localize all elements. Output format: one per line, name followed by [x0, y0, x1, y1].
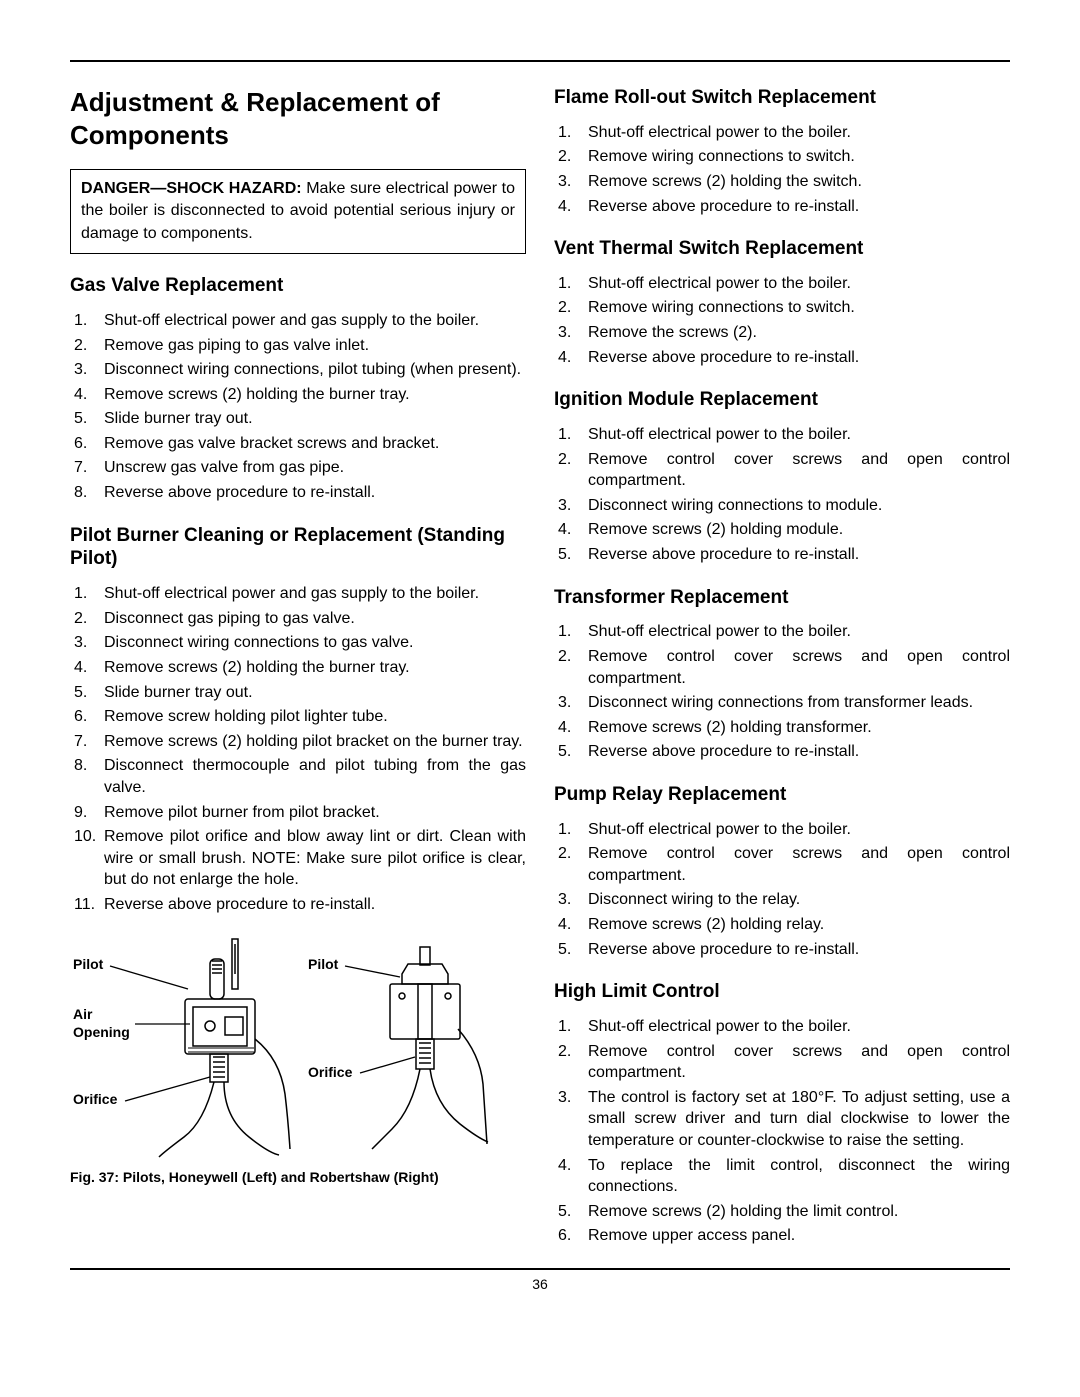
step: Remove control cover screws and open con… — [554, 1041, 1010, 1084]
section-title: High Limit Control — [554, 980, 1010, 1004]
fig-label-orifice: Orifice — [73, 1091, 118, 1107]
step: Disconnect wiring connections from trans… — [554, 692, 1010, 714]
main-title: Adjustment & Replacement of Components — [70, 86, 526, 151]
steps-list: Shut-off electrical power to the boiler.… — [554, 424, 1010, 566]
left-column: Adjustment & Replacement of Components D… — [70, 86, 526, 1250]
step: Shut-off electrical power and gas supply… — [70, 583, 526, 605]
step: Disconnect wiring connections to gas val… — [70, 632, 526, 654]
step: Remove pilot burner from pilot bracket. — [70, 802, 526, 824]
steps-list: Shut-off electrical power to the boiler.… — [554, 1016, 1010, 1247]
step: Reverse above procedure to re-install. — [554, 347, 1010, 369]
steps-list: Shut-off electrical power to the boiler.… — [554, 122, 1010, 217]
step: Slide burner tray out. — [70, 682, 526, 704]
page-top-rule — [70, 60, 1010, 62]
two-column-layout: Adjustment & Replacement of Components D… — [70, 86, 1010, 1250]
step: Remove the screws (2). — [554, 322, 1010, 344]
step: Remove wiring connections to switch. — [554, 297, 1010, 319]
steps-list: Shut-off electrical power to the boiler.… — [554, 621, 1010, 763]
steps-list: Shut-off electrical power to the boiler.… — [554, 273, 1010, 368]
step: Reverse above procedure to re-install. — [554, 196, 1010, 218]
step: Reverse above procedure to re-install. — [70, 482, 526, 504]
section-title: Gas Valve Replacement — [70, 274, 526, 298]
step: Reverse above procedure to re-install. — [554, 939, 1010, 961]
step: Remove upper access panel. — [554, 1225, 1010, 1247]
step: The control is factory set at 180°F. To … — [554, 1087, 1010, 1152]
step: Remove screws (2) holding the burner tra… — [70, 384, 526, 406]
step: Shut-off electrical power to the boiler. — [554, 621, 1010, 643]
page-number: 36 — [70, 1276, 1010, 1292]
danger-prefix: DANGER—SHOCK HAZARD: — [81, 180, 302, 197]
section-title: Pilot Burner Cleaning or Replacement (St… — [70, 524, 526, 572]
step: Remove pilot orifice and blow away lint … — [70, 826, 526, 891]
fig-label-opening: Opening — [73, 1024, 130, 1040]
step: Remove screw holding pilot lighter tube. — [70, 706, 526, 728]
step: Remove screws (2) holding the switch. — [554, 171, 1010, 193]
danger-box: DANGER—SHOCK HAZARD: Make sure electrica… — [70, 169, 526, 254]
step: Remove control cover screws and open con… — [554, 646, 1010, 689]
section-title: Flame Roll-out Switch Replacement — [554, 86, 1010, 110]
step: Remove screws (2) holding transformer. — [554, 717, 1010, 739]
step: Remove control cover screws and open con… — [554, 449, 1010, 492]
section-title: Vent Thermal Switch Replacement — [554, 237, 1010, 261]
step: Unscrew gas valve from gas pipe. — [70, 457, 526, 479]
page-bottom-rule — [70, 1268, 1010, 1270]
section-title: Ignition Module Replacement — [554, 388, 1010, 412]
section-title: Transformer Replacement — [554, 586, 1010, 610]
pilots-diagram: Pilot Air Opening Orifice — [70, 929, 510, 1159]
step: Reverse above procedure to re-install. — [554, 544, 1010, 566]
step: Disconnect wiring to the relay. — [554, 889, 1010, 911]
step: Disconnect wiring connections, pilot tub… — [70, 359, 526, 381]
step: Remove screws (2) holding module. — [554, 519, 1010, 541]
step: Shut-off electrical power to the boiler. — [554, 424, 1010, 446]
step: Shut-off electrical power and gas supply… — [70, 310, 526, 332]
step: Shut-off electrical power to the boiler. — [554, 273, 1010, 295]
fig-label-pilot: Pilot — [73, 956, 104, 972]
steps-list: Shut-off electrical power and gas supply… — [70, 583, 526, 915]
step: Remove control cover screws and open con… — [554, 843, 1010, 886]
steps-list: Shut-off electrical power to the boiler.… — [554, 819, 1010, 961]
step: To replace the limit control, disconnect… — [554, 1155, 1010, 1198]
figure-37: Pilot Air Opening Orifice — [70, 929, 526, 1185]
steps-list: Shut-off electrical power and gas supply… — [70, 310, 526, 504]
step: Slide burner tray out. — [70, 408, 526, 430]
step: Remove screws (2) holding relay. — [554, 914, 1010, 936]
step: Remove gas piping to gas valve inlet. — [70, 335, 526, 357]
step: Disconnect wiring connections to module. — [554, 495, 1010, 517]
step: Shut-off electrical power to the boiler. — [554, 1016, 1010, 1038]
step: Reverse above procedure to re-install. — [554, 741, 1010, 763]
step: Remove screws (2) holding pilot bracket … — [70, 731, 526, 753]
step: Disconnect gas piping to gas valve. — [70, 608, 526, 630]
step: Disconnect thermocouple and pilot tubing… — [70, 755, 526, 798]
fig-label-pilot-r: Pilot — [308, 956, 339, 972]
step: Shut-off electrical power to the boiler. — [554, 122, 1010, 144]
step: Shut-off electrical power to the boiler. — [554, 819, 1010, 841]
step: Remove gas valve bracket screws and brac… — [70, 433, 526, 455]
step: Remove screws (2) holding the limit cont… — [554, 1201, 1010, 1223]
figure-caption: Fig. 37: Pilots, Honeywell (Left) and Ro… — [70, 1169, 526, 1185]
fig-label-air: Air — [73, 1006, 93, 1022]
right-column: Flame Roll-out Switch Replacement Shut-o… — [554, 86, 1010, 1250]
step: Reverse above procedure to re-install. — [70, 894, 526, 916]
fig-label-orifice-r: Orifice — [308, 1064, 353, 1080]
step: Remove screws (2) holding the burner tra… — [70, 657, 526, 679]
step: Remove wiring connections to switch. — [554, 146, 1010, 168]
section-title: Pump Relay Replacement — [554, 783, 1010, 807]
